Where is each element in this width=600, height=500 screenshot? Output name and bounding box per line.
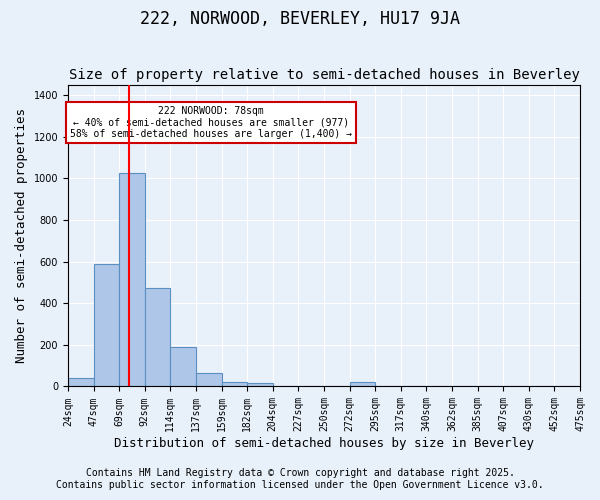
Bar xyxy=(94,264,119,386)
Bar xyxy=(247,384,273,386)
Bar xyxy=(170,347,196,387)
X-axis label: Distribution of semi-detached houses by size in Beverley: Distribution of semi-detached houses by … xyxy=(114,437,534,450)
Y-axis label: Number of semi-detached properties: Number of semi-detached properties xyxy=(15,108,28,363)
Bar xyxy=(221,382,247,386)
Bar xyxy=(119,173,145,386)
Bar xyxy=(350,382,375,386)
Bar xyxy=(68,378,94,386)
Text: 222, NORWOOD, BEVERLEY, HU17 9JA: 222, NORWOOD, BEVERLEY, HU17 9JA xyxy=(140,10,460,28)
Text: Contains HM Land Registry data © Crown copyright and database right 2025.
Contai: Contains HM Land Registry data © Crown c… xyxy=(56,468,544,490)
Bar xyxy=(196,373,221,386)
Bar xyxy=(145,288,170,386)
Text: 222 NORWOOD: 78sqm
← 40% of semi-detached houses are smaller (977)
58% of semi-d: 222 NORWOOD: 78sqm ← 40% of semi-detache… xyxy=(70,106,352,139)
Title: Size of property relative to semi-detached houses in Beverley: Size of property relative to semi-detach… xyxy=(68,68,580,82)
